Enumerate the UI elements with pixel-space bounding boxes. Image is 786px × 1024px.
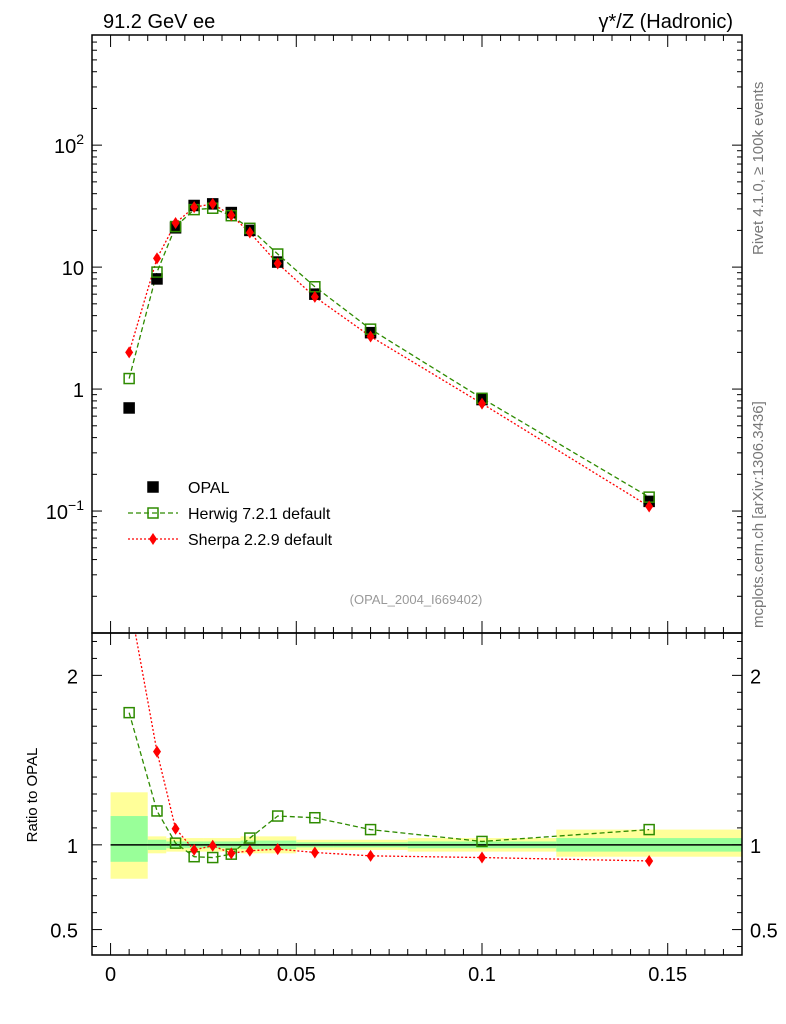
sherpa-ratio-point [125, 593, 133, 605]
sherpa-point [153, 252, 161, 265]
opal-point [151, 273, 163, 285]
ratio-ylabel: Ratio to OPAL [24, 748, 41, 843]
y-tick-exp: −1 [68, 497, 84, 513]
sherpa-ratio-point [208, 839, 217, 852]
sherpa-ratio-point [273, 843, 282, 856]
herwig-ratio-point [206, 851, 219, 864]
main-y-tick-label: 10 [62, 258, 84, 280]
legend-marker-sherpa [149, 533, 157, 545]
opal-point [123, 402, 135, 414]
sherpa-point [478, 397, 486, 410]
x-tick-label: 0.1 [468, 964, 496, 986]
x-tick-label: 0.05 [277, 964, 316, 986]
sherpa-ratio-point [227, 847, 236, 860]
herwig-line [128, 207, 650, 498]
herwig-ratio-point [271, 810, 284, 822]
ratio-series [123, 593, 655, 867]
sherpa-ratio-point [366, 849, 375, 862]
sherpa-ratio-point [645, 854, 654, 867]
ratio-y-tick-label-left: 0.5 [50, 921, 78, 943]
x-tick-label: 0 [105, 964, 116, 986]
herwig-point [151, 266, 163, 278]
sherpa-ratio-point [245, 844, 254, 857]
main-y-tick-label: 102 [54, 131, 84, 158]
title-left: 91.2 GeV ee [103, 11, 215, 33]
ratio-y-tick-label-right: 0.5 [750, 921, 778, 943]
sherpa-point [190, 201, 199, 214]
sherpa-point [310, 290, 319, 303]
herwig-ratio-line [128, 712, 650, 859]
y-tick-exp: 2 [76, 131, 84, 147]
sherpa-point [273, 257, 282, 270]
legend-label: Sherpa 2.2.9 default [188, 532, 333, 549]
sherpa-point [171, 216, 180, 229]
main-y-tick-label: 10−1 [46, 497, 84, 524]
side-label-top: Rivet 4.1.0, ≥ 100k events [750, 82, 767, 255]
herwig-ratio-point [364, 823, 377, 836]
herwig-ratio-point [476, 835, 488, 848]
sherpa-ratio-point [478, 851, 486, 864]
ratio-series-clipped [123, 593, 655, 867]
band-inner-0 [110, 816, 148, 862]
herwig-ratio-point [309, 811, 321, 824]
legend-label: Herwig 7.2.1 default [188, 506, 331, 523]
sherpa-ratio-line [134, 633, 650, 862]
title-right: γ*/Z (Hadronic) [599, 11, 733, 33]
sherpa-line [128, 203, 650, 508]
sherpa-point [245, 226, 254, 239]
legend-marker-herwig [147, 507, 159, 519]
sherpa-ratio-point [153, 745, 161, 758]
sherpa-point [208, 197, 217, 210]
y-tick-base: 10 [46, 502, 68, 524]
herwig-ratio-point [643, 823, 655, 836]
ratio-frame [91, 632, 743, 956]
sherpa-point [366, 330, 375, 343]
herwig-point [123, 372, 135, 385]
sherpa-ratio-point [310, 846, 319, 859]
herwig-ratio-point [123, 706, 135, 719]
side-label-bottom: mcplots.cern.ch [arXiv:1306.3436] [750, 401, 767, 628]
main-y-tick-label: 1 [73, 380, 84, 402]
sherpa-ratio-point [171, 822, 180, 835]
legend: OPAL Herwig 7.2.1 default Sherpa 2.2.9 def… [128, 480, 333, 549]
ratio-y-tick-label-right: 2 [750, 666, 761, 688]
herwig-ratio-point [151, 805, 163, 817]
analysis-id: (OPAL_2004_I669402) [350, 592, 483, 607]
ratio-y-tick-label-left: 1 [67, 836, 78, 858]
sherpa-ratio-point [190, 843, 199, 856]
sherpa-point [125, 346, 134, 359]
legend-marker-opal [147, 481, 159, 493]
y-tick-base: 10 [54, 136, 76, 158]
sherpa-point [227, 209, 236, 222]
main-series [123, 197, 655, 513]
ratio-y-tick-label-left: 2 [67, 666, 78, 688]
sherpa-point [645, 500, 654, 513]
legend-label: OPAL [188, 480, 230, 497]
ratio-y-tick-label-right: 1 [750, 836, 761, 858]
herwig-ratio-point [244, 832, 256, 844]
herwig-ratio-point [169, 837, 182, 849]
x-tick-label: 0.15 [648, 964, 687, 986]
